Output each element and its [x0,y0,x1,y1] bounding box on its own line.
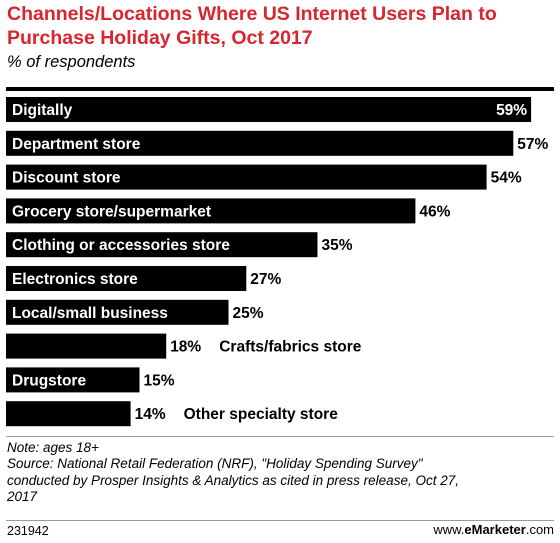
category-label: Digitally [12,102,73,119]
source-note: Note: ages 18+ Source: National Retail F… [7,440,555,505]
category-label: Clothing or accessories store [12,237,230,254]
bar [6,164,487,190]
value-label: 25% [233,305,264,322]
note-line: Note: ages 18+ [7,440,99,455]
chart-id: 231942 [7,524,49,538]
bar-chart: Digitally 59% Department store 57% Discount … [6,97,549,427]
category-label: Drugstore [12,372,86,389]
bar [6,198,416,224]
category-label: Grocery store/supermarket [12,203,211,220]
brand-prefix: www. [433,522,465,537]
chart-subtitle: % of respondents [7,53,136,71]
category-label: Crafts/fabrics store [219,339,362,356]
source-line: conducted by Prosper Insights & Analytic… [7,472,459,488]
value-label: 14% [135,406,166,423]
value-label: 15% [144,372,175,389]
brand-suffix: .com [525,522,554,537]
footer-divider [6,436,554,437]
category-label: Other specialty store [184,406,339,423]
bar [6,232,318,258]
brand-logo: www.eMarketer.com [433,522,554,538]
value-label: 35% [322,237,353,254]
bar [6,333,167,359]
top-rule [6,87,554,91]
value-label: 54% [491,170,522,187]
value-label: 18% [170,339,201,356]
value-label: 59% [496,102,527,119]
chart-title: Channels/Locations Where US Internet Use… [7,3,497,49]
bar [6,130,514,156]
category-label: Local/small business [12,305,168,322]
bar [6,97,532,122]
category-label: Electronics store [12,271,138,288]
brand-name: eMarketer [464,522,526,537]
bar [6,367,140,393]
bottom-rule [6,520,554,521]
value-label: 27% [250,271,281,288]
bar [6,401,131,427]
source-line: Source: National Retail Federation (NRF)… [7,456,423,472]
bar [6,299,229,325]
category-label: Department store [12,136,141,153]
category-label: Discount store [12,170,121,187]
value-label: 46% [419,203,450,220]
source-line: 2017 [7,488,38,504]
value-label: 57% [517,136,548,153]
bar [6,266,247,291]
